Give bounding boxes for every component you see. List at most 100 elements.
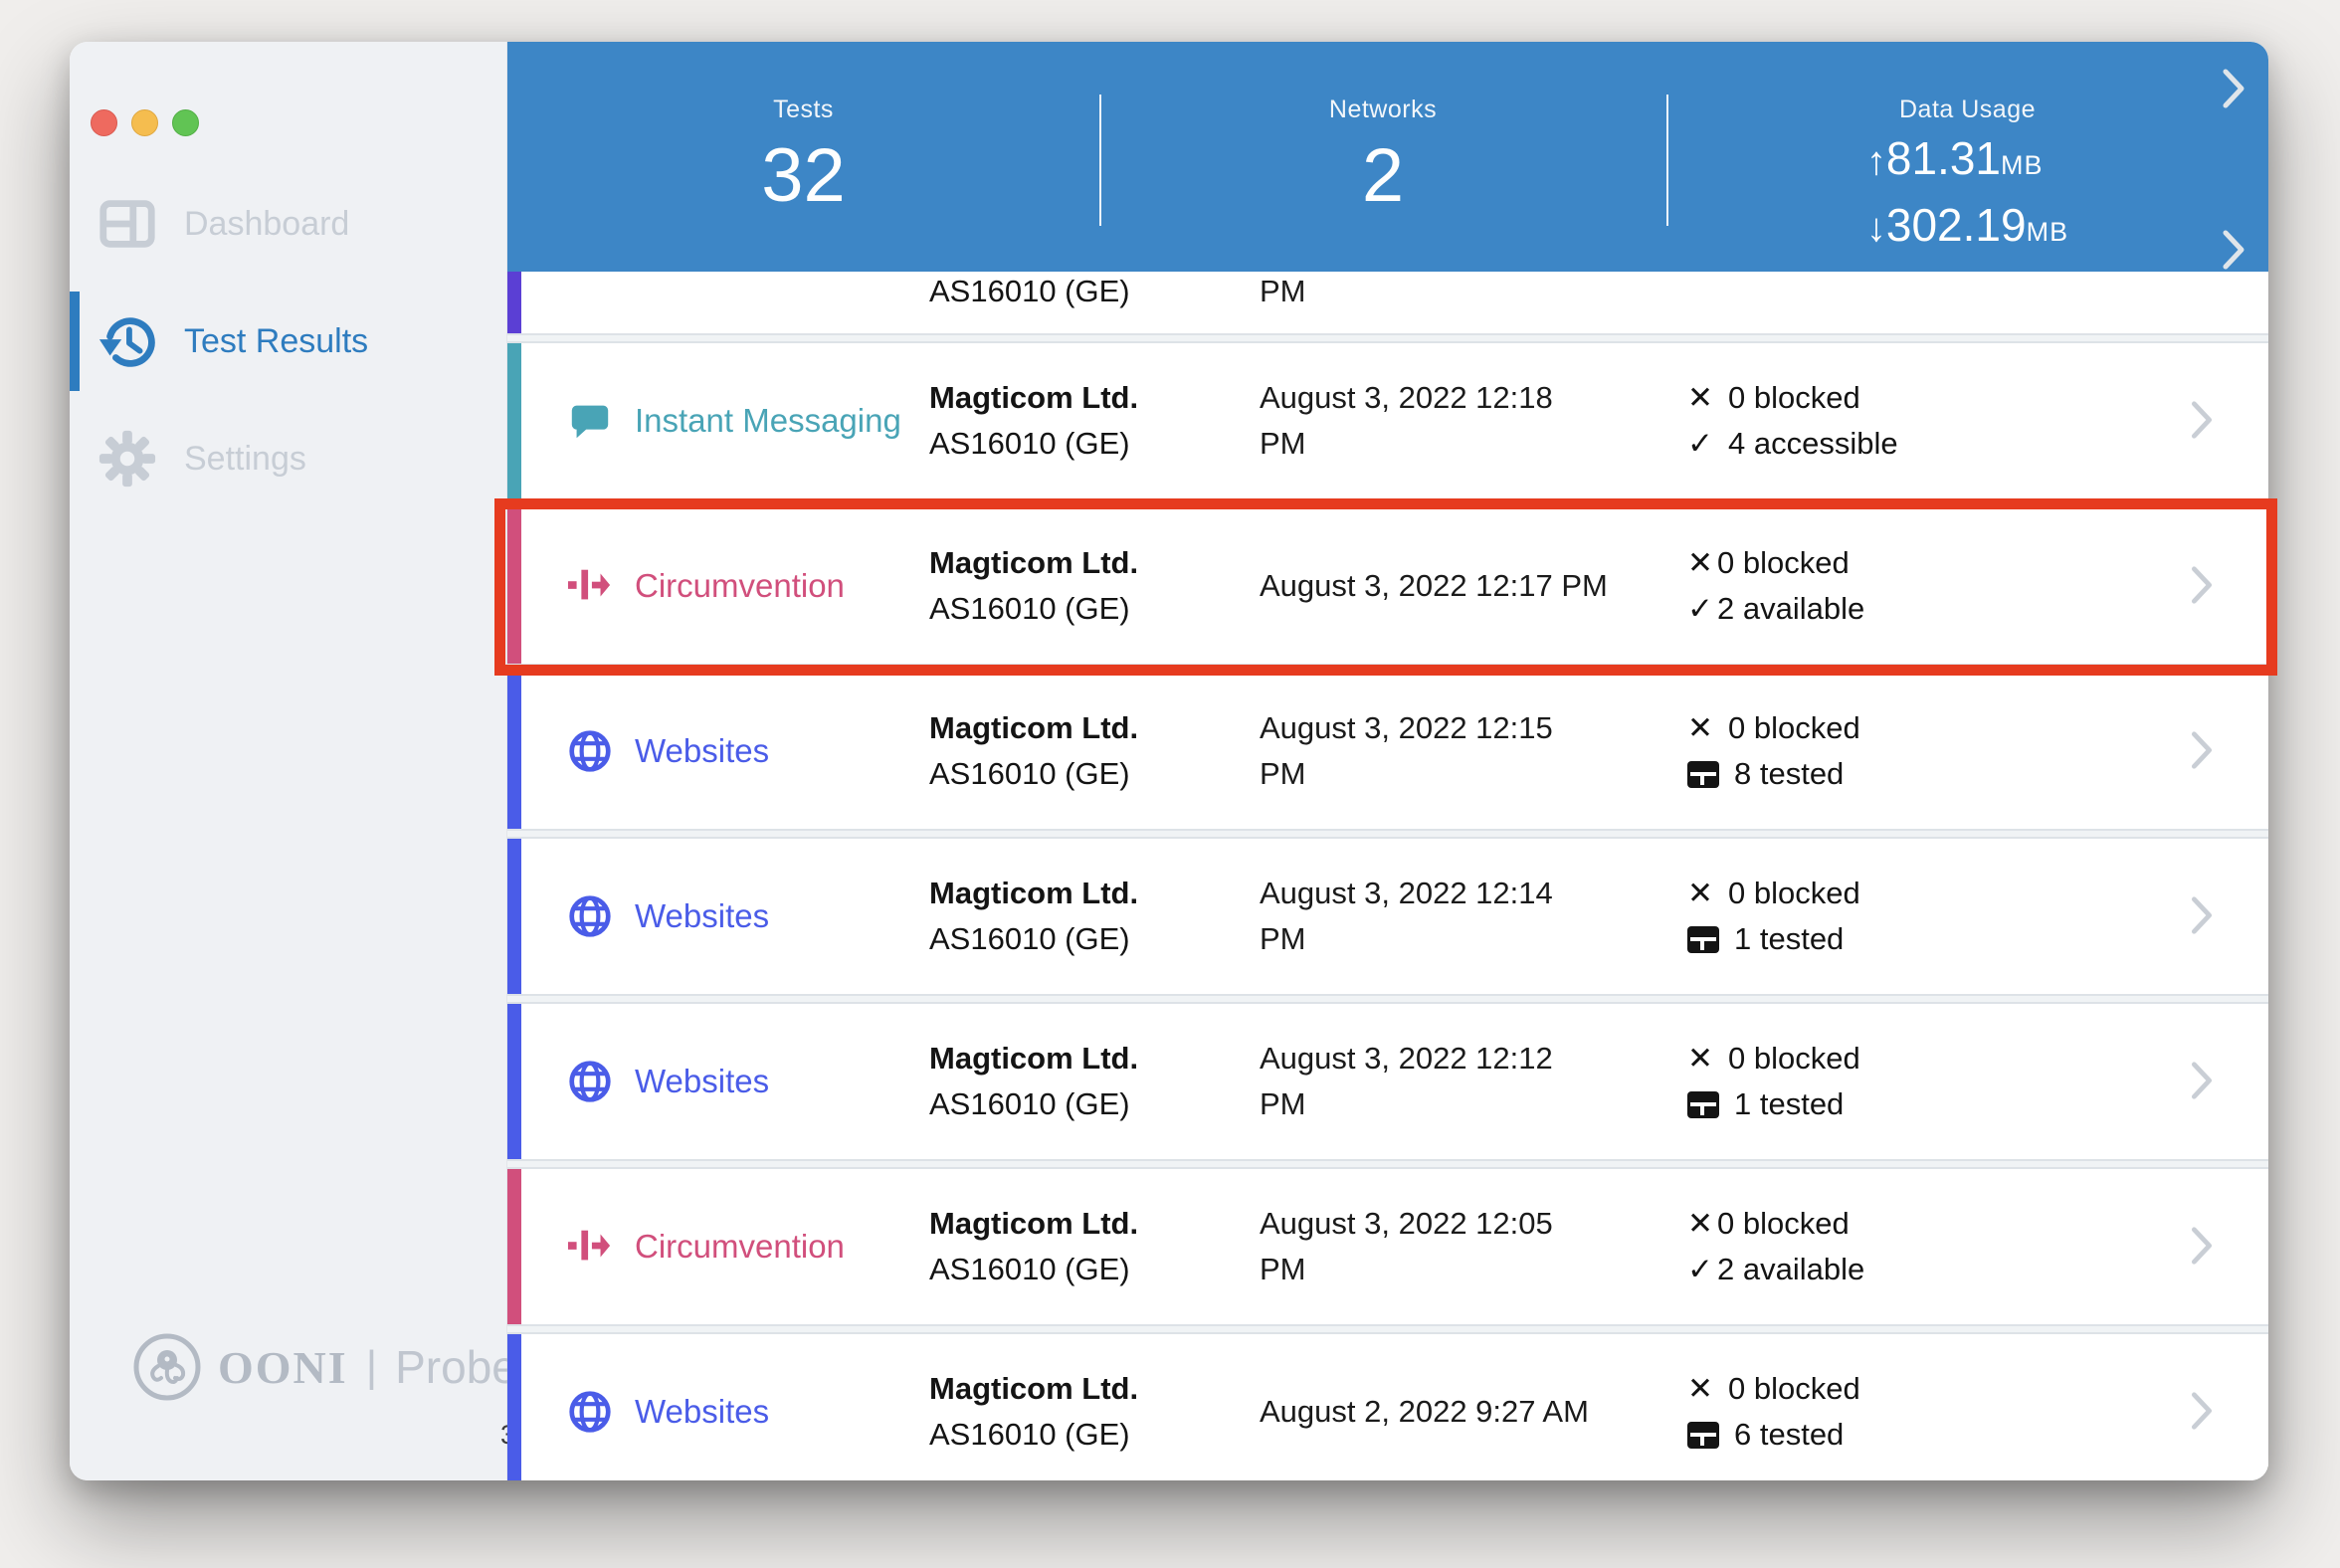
close-button[interactable] [91, 109, 117, 136]
data-usage-upload: ↑ 81.31 MB [1866, 128, 2044, 195]
network-asn: AS16010 (GE) [929, 591, 1130, 626]
available-count: 2 available [1716, 1252, 1865, 1286]
stat-value: 2 [1361, 133, 1405, 218]
test-color-bar [507, 1334, 521, 1480]
network-name: Magticom Ltd. [929, 876, 1139, 910]
tested-count: 1 tested [1734, 1086, 1845, 1121]
ooni-octopus-icon [132, 1332, 202, 1402]
network-asn: AS16010 (GE) [929, 274, 1130, 308]
row-divider [507, 1324, 2268, 1334]
tested-icon [1687, 1090, 1719, 1118]
network-asn: AS16010 (GE) [929, 921, 1130, 956]
check-icon: ✓ [1687, 426, 1713, 461]
chevron-right-icon[interactable] [2221, 68, 2246, 111]
network-asn: AS16010 (GE) [929, 756, 1130, 791]
main-content: Tests 32 Networks 2 Data Usage ↑ 81.31 M… [507, 42, 2268, 1480]
row-divider [507, 498, 2268, 508]
download-arrow-icon: ↓ [1865, 206, 1886, 250]
stat-data-usage: Data Usage ↑ 81.31 MB ↓ 302.19 MB [1666, 42, 2268, 272]
result-date: August 3, 2022 12:14 [1260, 876, 1553, 910]
blocked-count: 0 blocked [1716, 1206, 1850, 1241]
row-divider [507, 664, 2268, 674]
globe-icon [567, 1389, 613, 1435]
blocked-x-icon: ✕ [1687, 1041, 1713, 1076]
network-asn: AS16010 (GE) [929, 426, 1130, 461]
test-name: Instant Messaging [635, 402, 901, 439]
result-date: August 3, 2022 12:05 [1260, 1206, 1553, 1241]
network-asn: AS16010 (GE) [929, 1417, 1130, 1452]
blocked-count: 0 blocked [1727, 380, 1860, 415]
test-color-bar [507, 272, 521, 333]
result-row-websites[interactable]: Websites Magticom Ltd. AS16010 (GE) Augu… [507, 1334, 2268, 1480]
result-row-websites[interactable]: Websites Magticom Ltd. AS16010 (GE) Augu… [507, 674, 2268, 829]
result-date: August 3, 2022 12:15 [1260, 710, 1553, 745]
circumvention-icon [567, 569, 611, 600]
minimize-button[interactable] [131, 109, 158, 136]
network-name: Magticom Ltd. [929, 380, 1139, 415]
dashboard-icon [97, 193, 158, 255]
result-row-websites[interactable]: Websites Magticom Ltd. AS16010 (GE) Augu… [507, 839, 2268, 994]
row-divider [507, 829, 2268, 839]
blocked-x-icon: ✕ [1687, 1371, 1713, 1406]
result-date: August 3, 2022 12:18 [1260, 380, 1553, 415]
globe-icon [567, 1059, 613, 1104]
zoom-button[interactable] [172, 109, 199, 136]
chevron-right-icon[interactable] [2221, 229, 2246, 273]
header-divider [1666, 95, 1668, 226]
blocked-x-icon: ✕ [1687, 1206, 1713, 1241]
result-date: PM [1260, 426, 1306, 461]
sidebar-item-dashboard[interactable]: Dashboard [70, 165, 506, 283]
test-color-bar [507, 1004, 521, 1159]
blocked-x-icon: ✕ [1687, 545, 1713, 580]
result-date: PM [1260, 274, 1306, 308]
test-name: Circumvention [635, 567, 845, 604]
tested-count: 6 tested [1734, 1417, 1845, 1452]
network-name: Magticom Ltd. [929, 1041, 1139, 1076]
test-color-bar [507, 674, 521, 829]
result-date: PM [1260, 1252, 1306, 1286]
stat-tests: Tests 32 [507, 42, 1099, 272]
stat-label: Tests [773, 96, 834, 123]
blocked-count: 0 blocked [1727, 876, 1860, 910]
active-indicator [70, 292, 80, 391]
blocked-count: 0 blocked [1727, 1041, 1860, 1076]
tested-icon [1687, 1421, 1719, 1449]
chevron-right-icon[interactable] [2190, 400, 2214, 442]
result-date: August 2, 2022 9:27 AM [1260, 1394, 1589, 1429]
result-row-circumvention[interactable]: Circumvention Magticom Ltd. AS16010 (GE)… [507, 1169, 2268, 1324]
check-icon: ✓ [1687, 591, 1713, 626]
logo-brand: OONI [218, 1341, 348, 1393]
test-results-list: AS16010 (GE) PM Instant Messaging Magtic… [507, 272, 2268, 1480]
test-name: Websites [635, 732, 770, 769]
stat-value: 32 [761, 133, 846, 218]
chevron-right-icon[interactable] [2190, 565, 2214, 607]
test-color-bar [507, 1169, 521, 1324]
row-divider [507, 994, 2268, 1004]
result-row-instant-messaging[interactable]: Instant Messaging Magticom Ltd. AS16010 … [507, 343, 2268, 498]
app-logo: OONI | Probe 3.7.0 [132, 1332, 562, 1451]
data-usage-download: ↓ 302.19 MB [1866, 195, 2068, 262]
check-icon: ✓ [1687, 1252, 1713, 1286]
gear-icon [98, 430, 156, 488]
result-row-websites[interactable]: Websites Magticom Ltd. AS16010 (GE) Augu… [507, 1004, 2268, 1159]
chevron-right-icon[interactable] [2190, 1061, 2214, 1102]
blocked-x-icon: ✕ [1687, 380, 1713, 415]
chevron-right-icon[interactable] [2190, 1226, 2214, 1268]
result-row-circumvention-highlighted[interactable]: Circumvention Magticom Ltd. AS16010 (GE)… [507, 508, 2268, 664]
stat-label: Networks [1328, 96, 1438, 123]
blocked-count: 0 blocked [1727, 1371, 1860, 1406]
result-row-partial[interactable]: AS16010 (GE) PM [507, 272, 2268, 333]
test-name: Websites [635, 1063, 770, 1099]
results-summary-header[interactable]: Tests 32 Networks 2 Data Usage ↑ 81.31 M… [507, 42, 2268, 272]
globe-icon [567, 728, 613, 774]
sidebar-item-test-results[interactable]: Test Results [70, 283, 506, 400]
chevron-right-icon[interactable] [2190, 895, 2214, 937]
row-divider [507, 1159, 2268, 1169]
app-window: Dashboard Test Results Settings OONI [70, 42, 2268, 1480]
result-date: PM [1260, 1086, 1306, 1121]
tested-count: 1 tested [1734, 921, 1845, 956]
chevron-right-icon[interactable] [2190, 730, 2214, 772]
sidebar-item-settings[interactable]: Settings [70, 400, 506, 517]
chevron-right-icon[interactable] [2190, 1391, 2214, 1433]
test-color-bar [507, 839, 521, 994]
